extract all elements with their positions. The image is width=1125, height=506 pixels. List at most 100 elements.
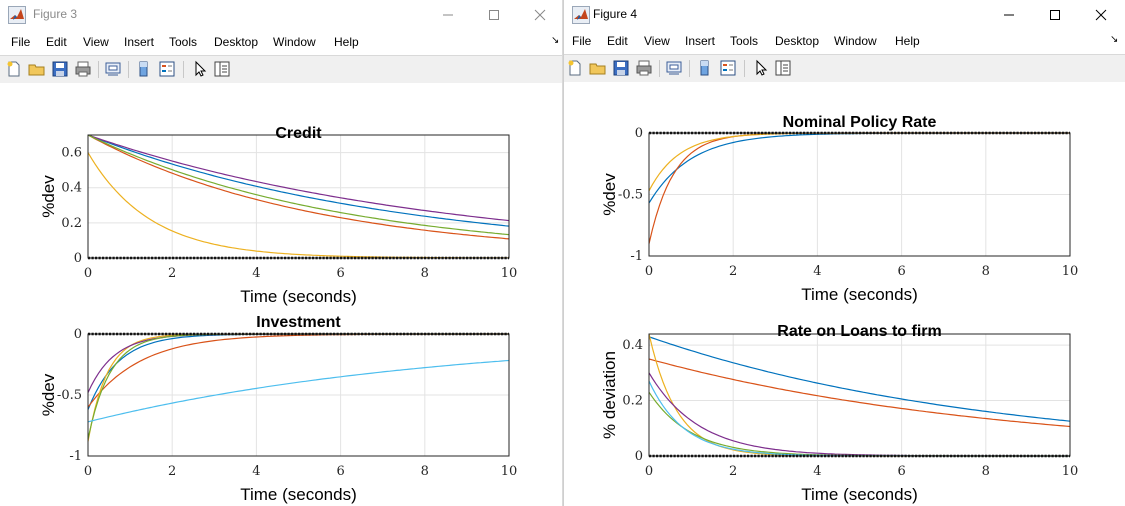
x-tick-label: 4 — [252, 464, 260, 479]
pointer-icon[interactable] — [752, 59, 770, 77]
y-axis-label: % deviation — [600, 351, 619, 439]
toolbar-separator — [659, 60, 660, 77]
y-tick-label: 0 — [74, 251, 82, 266]
x-tick-label: 10 — [501, 266, 518, 281]
x-tick-label: 0 — [84, 464, 92, 479]
series-line — [87, 134, 510, 240]
figure-3-plots: 0 2 4 6 8 10 0 0.2 0.4 0.6 Credit Time (seconds) %de… — [39, 125, 518, 504]
link-plot-icon[interactable] — [104, 60, 122, 78]
menu-help[interactable]: Help — [895, 34, 920, 48]
title-bar[interactable]: Figure 3 — [0, 0, 562, 30]
title-bar[interactable]: Figure 4 — [564, 0, 1125, 30]
maximize-icon[interactable] — [1032, 0, 1078, 30]
minimize-icon[interactable] — [986, 0, 1032, 30]
x-tick-label: 10 — [1062, 264, 1079, 279]
colorbar-icon[interactable] — [696, 59, 714, 77]
y-tick-label: -1 — [630, 249, 643, 264]
print-icon[interactable] — [74, 60, 92, 78]
link-plot-icon[interactable] — [665, 59, 683, 77]
figure-4-window[interactable]: Figure 4 File Edit View Insert Tools Des… — [563, 0, 1125, 506]
axes-frame — [87, 333, 510, 457]
axes-frame — [87, 134, 510, 259]
menu-edit[interactable]: Edit — [46, 35, 67, 49]
dock-arrow-icon[interactable]: ↘ — [551, 35, 560, 46]
save-icon[interactable] — [612, 59, 630, 77]
x-tick-label: 2 — [168, 266, 176, 281]
x-tick-label: 2 — [729, 264, 737, 279]
dock-arrow-icon[interactable]: ↘ — [1110, 34, 1119, 45]
matlab-logo-icon — [572, 6, 590, 24]
series-line — [87, 134, 510, 222]
axes-title: Rate on Loans to firm — [777, 323, 941, 340]
menu-help[interactable]: Help — [334, 35, 359, 49]
menu-tools[interactable]: Tools — [730, 34, 759, 48]
x-tick-label: 0 — [645, 464, 653, 479]
new-figure-icon[interactable] — [566, 59, 584, 77]
axes-nominal-policy-rate: 0 2 4 6 8 10 -1 -0.5 0 Nominal Policy Rate Time (s… — [600, 114, 1078, 304]
menu-file[interactable]: File — [11, 35, 31, 49]
x-tick-label: 4 — [252, 266, 260, 281]
figure-4-plots: 0 2 4 6 8 10 -1 -0.5 0 Nominal Policy Rate Time (s… — [600, 114, 1079, 504]
toolbar-separator — [744, 60, 745, 77]
maximize-icon[interactable] — [471, 0, 517, 30]
menu-view[interactable]: View — [83, 35, 109, 49]
colorbar-icon[interactable] — [135, 60, 153, 78]
series-line — [87, 134, 510, 227]
menu-tools[interactable]: Tools — [169, 35, 198, 49]
minimize-icon[interactable] — [425, 0, 471, 30]
menu-insert[interactable]: Insert — [685, 34, 716, 48]
legend-icon[interactable] — [158, 60, 176, 78]
menu-bar: File Edit View Insert Tools Desktop Wind… — [564, 30, 1125, 52]
y-tick-label: 0.2 — [61, 216, 82, 231]
open-file-icon[interactable] — [589, 59, 607, 77]
menu-edit[interactable]: Edit — [607, 34, 628, 48]
print-icon[interactable] — [635, 59, 653, 77]
y-tick-label: 0.2 — [622, 394, 643, 409]
x-tick-label: 10 — [1062, 464, 1079, 479]
axes-investment: 0 2 4 6 8 10 -1 -0.5 0 Investment Time (seconds) %d… — [39, 314, 517, 504]
close-icon[interactable] — [517, 0, 562, 30]
toolbar-separator — [98, 61, 99, 78]
menu-window[interactable]: Window — [273, 35, 316, 49]
figure-3-window[interactable]: Figure 3 File Edit View Insert Tools Des… — [0, 0, 563, 506]
x-tick-label: 10 — [501, 464, 518, 479]
x-axis-label: Time (seconds) — [801, 485, 918, 504]
property-inspector-icon[interactable] — [774, 59, 792, 77]
figure-canvas[interactable]: 0 2 4 6 8 10 0 0.2 0.4 0.6 Credit Time (seconds) %de… — [0, 83, 562, 506]
x-tick-label: 6 — [897, 264, 905, 279]
new-figure-icon[interactable] — [5, 60, 23, 78]
y-tick-label: 0.6 — [61, 146, 82, 161]
axes-frame — [648, 333, 1071, 457]
menu-view[interactable]: View — [644, 34, 670, 48]
axes-title: Credit — [275, 125, 322, 142]
series-line — [87, 134, 510, 236]
pointer-icon[interactable] — [191, 60, 209, 78]
menu-desktop[interactable]: Desktop — [214, 35, 259, 49]
figure-toolbar — [564, 54, 1125, 83]
menu-file[interactable]: File — [572, 34, 592, 48]
axes-frame — [648, 132, 1071, 257]
open-file-icon[interactable] — [28, 60, 46, 78]
y-tick-label: -1 — [69, 449, 82, 464]
y-tick-label: -0.5 — [618, 188, 643, 203]
series-line — [87, 359, 510, 423]
x-tick-label: 4 — [813, 264, 821, 279]
y-tick-label: -0.5 — [57, 388, 82, 403]
x-tick-label: 6 — [897, 464, 905, 479]
y-tick-label: 0.4 — [61, 181, 82, 196]
y-axis-label: %dev — [39, 373, 58, 416]
x-axis-label: Time (seconds) — [240, 287, 357, 306]
menu-desktop[interactable]: Desktop — [775, 34, 820, 48]
y-axis-label: %dev — [600, 173, 619, 216]
save-icon[interactable] — [51, 60, 69, 78]
figure-canvas[interactable]: 0 2 4 6 8 10 -1 -0.5 0 Nominal Policy Rate Time (s… — [564, 82, 1125, 506]
x-tick-label: 6 — [336, 464, 344, 479]
x-tick-label: 0 — [645, 264, 653, 279]
menu-insert[interactable]: Insert — [124, 35, 155, 49]
x-tick-label: 2 — [729, 464, 737, 479]
close-icon[interactable] — [1078, 0, 1124, 30]
menu-window[interactable]: Window — [834, 34, 877, 48]
legend-icon[interactable] — [719, 59, 737, 77]
y-tick-label: 0 — [635, 126, 643, 141]
property-inspector-icon[interactable] — [213, 60, 231, 78]
